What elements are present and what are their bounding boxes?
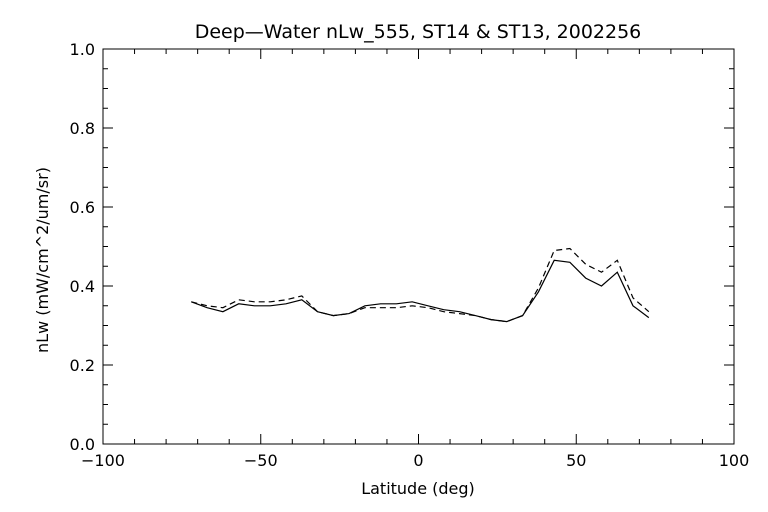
y-tick-label: 0.8 (70, 119, 95, 138)
axis-ticks (102, 48, 735, 445)
y-tick-label: 0.2 (70, 356, 95, 375)
plot-frame (102, 48, 735, 445)
x-tick-label: −100 (81, 451, 125, 470)
series-line-solid (191, 259, 650, 323)
x-tick-label: 100 (719, 451, 750, 470)
x-tick-label: −50 (244, 451, 278, 470)
y-tick-label: 0.0 (70, 435, 95, 454)
y-tick-label: 0.6 (70, 198, 95, 217)
chart-title: Deep—Water nLw_555, ST14 & ST13, 2002256 (195, 21, 642, 43)
y-tick-label: 1.0 (70, 40, 95, 59)
series-layer (191, 247, 650, 323)
tick-labels: −100 −50 0 50 100 0.0 0.2 0.4 0.6 0.8 1.0 (70, 40, 750, 470)
x-tick-label: 50 (566, 451, 586, 470)
y-tick-label: 0.4 (70, 277, 95, 296)
x-axis-label: Latitude (deg) (361, 479, 475, 498)
y-axis-label: nLw (mW/cm^2/um/sr) (33, 167, 52, 353)
x-tick-label: 0 (413, 451, 423, 470)
series-line-dashed (191, 247, 650, 323)
